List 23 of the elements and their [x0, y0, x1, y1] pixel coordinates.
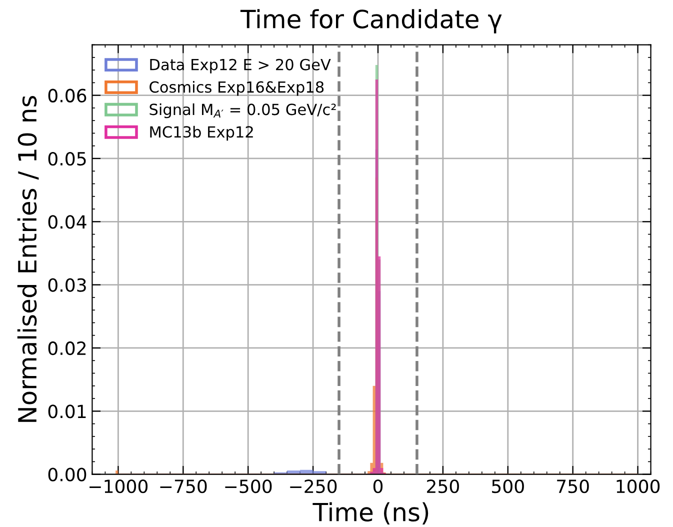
y-tick-label: 0.02	[48, 341, 86, 356]
legend-label: Data Exp12 E > 20 GeV	[150, 58, 331, 74]
x-tick-label: −500	[225, 479, 272, 494]
x-axis-title: Time (ns)	[312, 502, 428, 524]
x-tick-label: 750	[557, 479, 589, 494]
x-tick-label: 250	[427, 479, 459, 494]
y-tick-label: 0.01	[48, 404, 86, 418]
y-tick-label: 0.03	[48, 278, 86, 292]
y-tick-label: 0.05	[48, 152, 86, 166]
x-tick-label: 500	[492, 479, 524, 494]
y-tick-label: 0.00	[48, 468, 86, 482]
x-tick-label: 1000	[616, 479, 660, 494]
y-tick-label: 0.04	[48, 215, 86, 229]
legend-label: MC13b Exp12	[150, 126, 253, 141]
y-axis-title: Normalised Entries / 10 ns	[17, 96, 39, 422]
x-tick-label: 0	[373, 479, 383, 494]
legend-label: Signal M$_{A′}$ = 0.05 GeV/c²	[150, 103, 336, 118]
y-tick-label: 0.06	[48, 88, 86, 102]
x-tick-label: −1000	[90, 479, 148, 494]
legend-label: Cosmics Exp16&Exp18	[150, 80, 324, 96]
x-tick-label: −750	[160, 479, 207, 494]
x-tick-label: −250	[290, 479, 337, 494]
chart-title: Time for Candidate γ	[240, 9, 502, 34]
